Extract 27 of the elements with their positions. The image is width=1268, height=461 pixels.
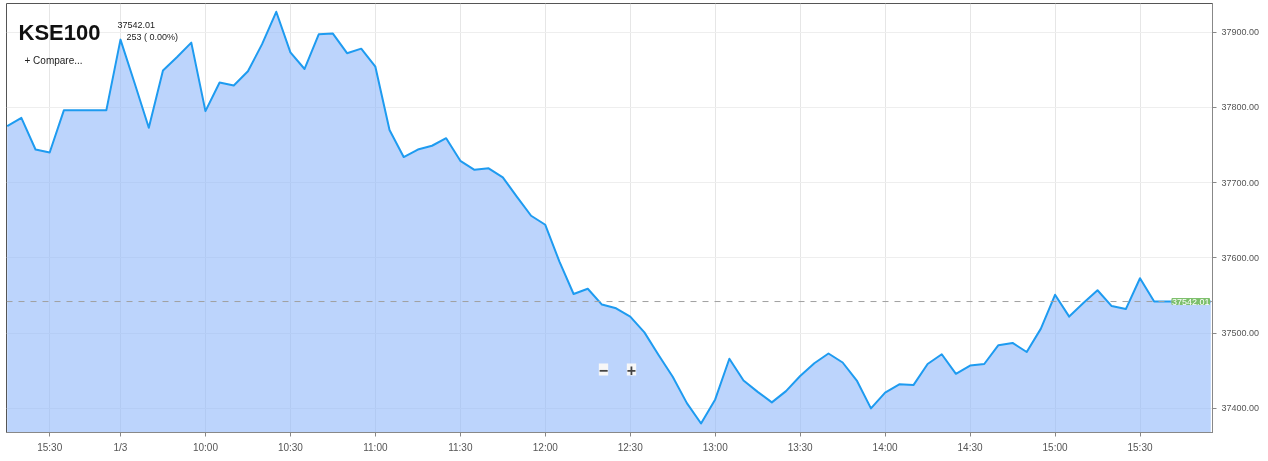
x-tick-label: 1/3 — [113, 441, 128, 453]
x-tick-label: 13:00 — [702, 441, 729, 453]
x-tick-label: 11:00 — [363, 441, 388, 453]
y-tick-label: 37700.00 — [1221, 177, 1260, 188]
x-tick-label: 10:30 — [277, 441, 304, 453]
annotation: + — [626, 361, 637, 379]
y-tick-label: 37600.00 — [1221, 252, 1260, 263]
annotation: 253 ( 0.00%) — [126, 31, 179, 42]
x-tick-label: 15:30 — [1127, 441, 1153, 453]
text: KSE100 — [18, 20, 101, 45]
annotation: 37542.01 — [117, 19, 156, 30]
x-tick-label: 12:30 — [617, 441, 644, 453]
x-tick-label: 11:30 — [448, 441, 473, 453]
x-tick-label: 15:00 — [1042, 441, 1068, 453]
y-tick-label: 37800.00 — [1221, 102, 1260, 113]
x-tick-label: 15:30 — [37, 441, 63, 453]
annotation: − — [598, 361, 609, 379]
annotation: + Compare... — [24, 55, 83, 66]
x-tick-label: 14:30 — [957, 441, 984, 453]
y-tick-label: 37900.00 — [1221, 27, 1260, 38]
y-tick-label: 37500.00 — [1221, 328, 1260, 339]
x-tick-label: 10:00 — [192, 441, 219, 453]
y-tick-label: 37400.00 — [1221, 403, 1260, 414]
ref-line-label: 37542.01 — [1171, 296, 1210, 307]
x-tick-label: 13:30 — [787, 441, 814, 453]
x-tick-label: 12:00 — [532, 441, 559, 453]
x-tick-label: 14:00 — [872, 441, 899, 453]
